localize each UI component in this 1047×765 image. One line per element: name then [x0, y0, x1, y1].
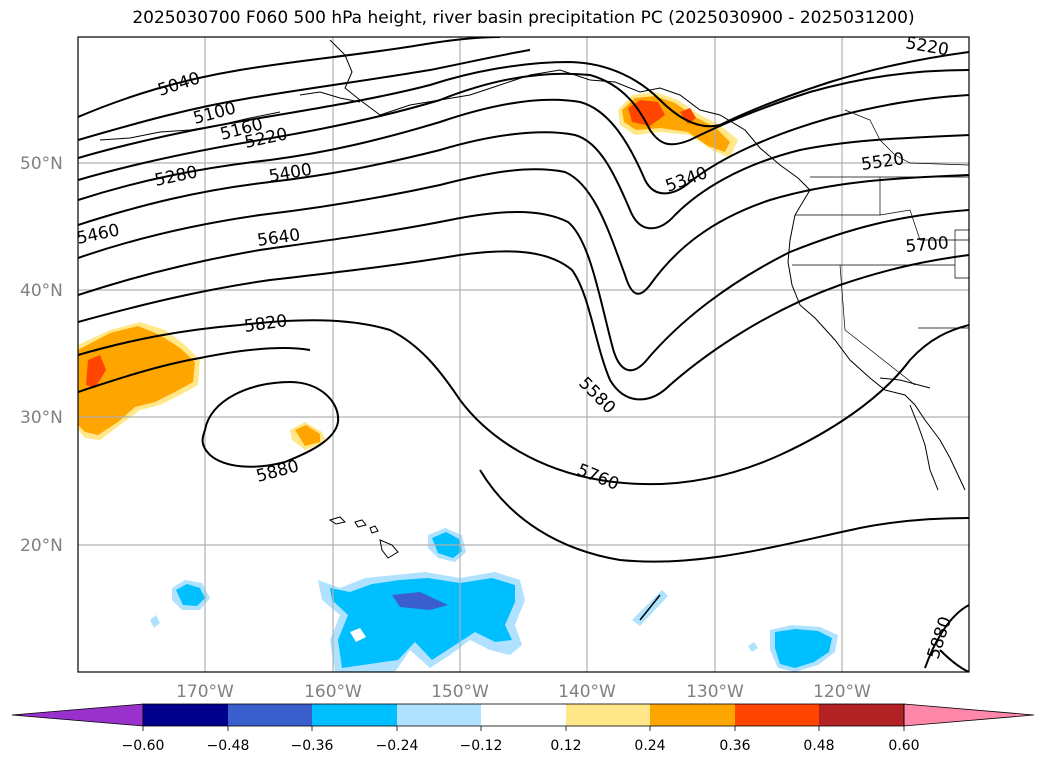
- lat-tick-labels: 50°N 40°N 30°N 20°N: [20, 154, 63, 556]
- lon-tick-labels: 170°W 160°W 150°W 140°W 130°W 120°W: [176, 682, 871, 702]
- map-frame: [77, 36, 970, 673]
- colorbar-tick: −0.12: [460, 738, 503, 754]
- lon-tick: 120°W: [813, 682, 871, 702]
- colorbar-tick: −0.36: [291, 738, 334, 754]
- colorbar-segment: [143, 704, 228, 726]
- lat-tick: 40°N: [20, 281, 63, 301]
- map-title: 2025030700 F060 500 hPa height, river ba…: [132, 8, 915, 28]
- precip-positive-anomalies: [78, 92, 738, 450]
- lat-tick: 30°N: [20, 408, 63, 428]
- colorbar-tick: −0.24: [376, 738, 419, 754]
- colorbar-segment: [312, 704, 397, 726]
- colorbar-tick: −0.48: [207, 738, 250, 754]
- colorbar-tick: 0.24: [634, 738, 665, 754]
- colorbar-segment: [650, 704, 735, 726]
- lon-tick: 160°W: [304, 682, 362, 702]
- colorbar-tick: 0.36: [719, 738, 750, 754]
- lon-tick: 170°W: [176, 682, 234, 702]
- gridlines: [78, 37, 969, 672]
- colorbar-segment: [566, 704, 650, 726]
- colorbar-tick: 0.60: [888, 738, 919, 754]
- colorbar-segment: [735, 704, 819, 726]
- lat-tick: 50°N: [20, 154, 63, 174]
- colorbar: −0.60 −0.48 −0.36 −0.24 −0.12 0.12 0.24 …: [11, 703, 1035, 754]
- height-contours: [78, 37, 969, 672]
- colorbar-tick: −0.60: [122, 738, 165, 754]
- contour-label: 5220: [904, 33, 950, 60]
- colorbar-segment: [228, 704, 312, 726]
- colorbar-extend-low: [11, 703, 144, 727]
- precip-negative-anomalies: [150, 528, 838, 672]
- colorbar-segment: [481, 704, 566, 726]
- colorbar-tick: 0.12: [550, 738, 581, 754]
- coastlines: [99, 39, 966, 621]
- lon-tick: 130°W: [686, 682, 744, 702]
- map-area: 5040 5100 5160 5220 5280 5400 5460 5640 …: [78, 33, 969, 672]
- contour-label: 5700: [905, 233, 950, 257]
- colorbar-tick: 0.48: [803, 738, 834, 754]
- colorbar-segment: [397, 704, 481, 726]
- lat-tick: 20°N: [20, 536, 63, 556]
- lon-tick: 140°W: [558, 682, 616, 702]
- colorbar-extend-high: [903, 703, 1035, 727]
- lon-tick: 150°W: [431, 682, 489, 702]
- colorbar-segment: [819, 704, 904, 726]
